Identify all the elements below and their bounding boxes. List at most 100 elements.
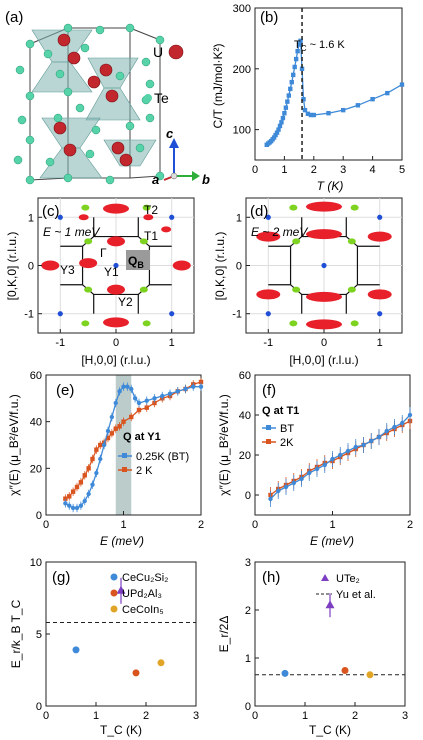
data-point — [63, 496, 68, 501]
te-atoms — [13, 23, 165, 185]
d-ylabel: [0,K,0] (r.l.u.) — [213, 232, 227, 301]
red-spot — [161, 226, 172, 233]
x-tick-label: 2 — [407, 519, 413, 531]
h-legend-label-2: Yu et al. — [336, 589, 376, 601]
data-point — [400, 420, 405, 426]
panel-e-label: (e) — [56, 382, 74, 399]
u-legend-atom — [168, 44, 184, 60]
blue-dot — [377, 214, 383, 220]
data-point — [198, 379, 204, 385]
red-spot — [103, 203, 129, 214]
x-tick-label: 0 — [321, 337, 327, 349]
label-QB: QB — [128, 254, 144, 270]
u-label: U — [153, 44, 163, 60]
y-tick-label: 10 — [30, 557, 42, 569]
data-point — [289, 79, 294, 85]
b-xlabel: T (K) — [317, 179, 344, 193]
y-tick-label: 200 — [233, 64, 251, 76]
panel-h: 0 1 2 3 0 1 2 3 (h) UTe₂ Yu et al. E_r/2Δ T_C (… — [217, 557, 408, 737]
data-point — [283, 484, 289, 490]
panel-c-ticks: -1 0 1 -1 0 1 — [24, 212, 175, 349]
data-point — [341, 107, 346, 113]
red-spot — [367, 231, 392, 242]
green-spot — [289, 320, 298, 327]
x-tick-label: -1 — [263, 337, 273, 349]
data-point — [268, 496, 273, 502]
blue-dot — [57, 214, 63, 220]
f-legend-label-1: BT — [280, 423, 294, 435]
red-spot — [306, 201, 342, 212]
panel-c: (c) E ~ 1 meV T2 T1 Γ Y1 Y3 Y2 QB -1 0 1-1… — [5, 197, 195, 367]
y-tick-label: 5 — [36, 629, 42, 641]
green-spot — [84, 286, 93, 293]
data-point — [276, 488, 281, 494]
y-tick-label: 1 — [245, 653, 251, 665]
y-tick-label: 0 — [36, 701, 42, 713]
f-ylabel: χ″(E) (μ_B²/eV/f.u.) — [217, 394, 231, 495]
data-point — [90, 482, 95, 487]
b-axis-label: b — [202, 172, 210, 187]
panel-b-series — [264, 38, 405, 147]
f-legend-entry-2: 2K — [262, 437, 294, 449]
f-legend-title: Q at T1 — [262, 405, 299, 417]
e1mev-label: E ~ 1 meV — [43, 225, 100, 239]
panel-f-label: (f) — [262, 382, 276, 399]
f-legend-label-2: 2K — [280, 437, 294, 449]
data-point — [90, 456, 95, 462]
data-point — [399, 82, 405, 87]
x-tick-label: 1 — [93, 710, 99, 722]
green-spot — [142, 320, 151, 327]
data-point — [72, 646, 80, 654]
data-point — [125, 384, 130, 389]
y-tick-label: 40 — [239, 410, 251, 422]
data-point — [78, 503, 84, 508]
red-spot — [256, 231, 281, 242]
g-xlabel: T_C (K) — [100, 723, 142, 737]
g-legend-label-2: UPd₂Al₃ — [122, 588, 162, 600]
x-tick-label: 0 — [113, 337, 119, 349]
data-point — [288, 86, 293, 92]
x-tick-label: 0 — [252, 519, 258, 531]
data-point — [376, 434, 382, 440]
b-ylabel: C/T (mJ/mol·K²) — [211, 43, 225, 128]
data-point — [353, 444, 358, 450]
x-tick-label: 1 — [329, 519, 335, 531]
data-point — [98, 456, 103, 462]
unit-cell-edge — [129, 175, 161, 179]
label-T1: T1 — [144, 229, 158, 243]
y-tick-label: 20 — [239, 450, 251, 462]
blue-dot — [377, 311, 383, 317]
x-tick-label: 3 — [193, 710, 199, 722]
unit-cell-edge — [129, 27, 161, 41]
data-point — [291, 480, 296, 486]
data-point — [341, 666, 349, 674]
red-spot — [103, 317, 129, 328]
green-spot — [84, 238, 93, 245]
data-point — [144, 405, 149, 410]
green-spot — [81, 320, 90, 327]
unit-cell-edge — [29, 177, 69, 181]
x-tick-label: 3 — [340, 164, 346, 176]
data-point — [330, 456, 335, 462]
data-point — [67, 494, 72, 499]
data-point — [157, 659, 165, 667]
data-point — [101, 442, 107, 448]
blue-dot — [113, 262, 119, 269]
label-Y1: Y1 — [104, 265, 119, 279]
data-point — [293, 56, 299, 62]
data-point — [369, 438, 374, 444]
data-point — [311, 112, 316, 118]
panel-c-map — [38, 198, 194, 333]
data-point — [117, 389, 122, 394]
data-point — [366, 671, 374, 679]
label-gamma: Γ — [100, 246, 107, 260]
panel-h-label: (h) — [262, 569, 280, 586]
y-tick-label: 3 — [245, 557, 251, 569]
y-tick-label: 40 — [30, 417, 42, 429]
x-tick-label: 2 — [143, 710, 149, 722]
g-legend-label-3: CeCoIn₅ — [122, 604, 164, 616]
blue-dot — [169, 214, 175, 220]
data-point — [385, 90, 390, 96]
